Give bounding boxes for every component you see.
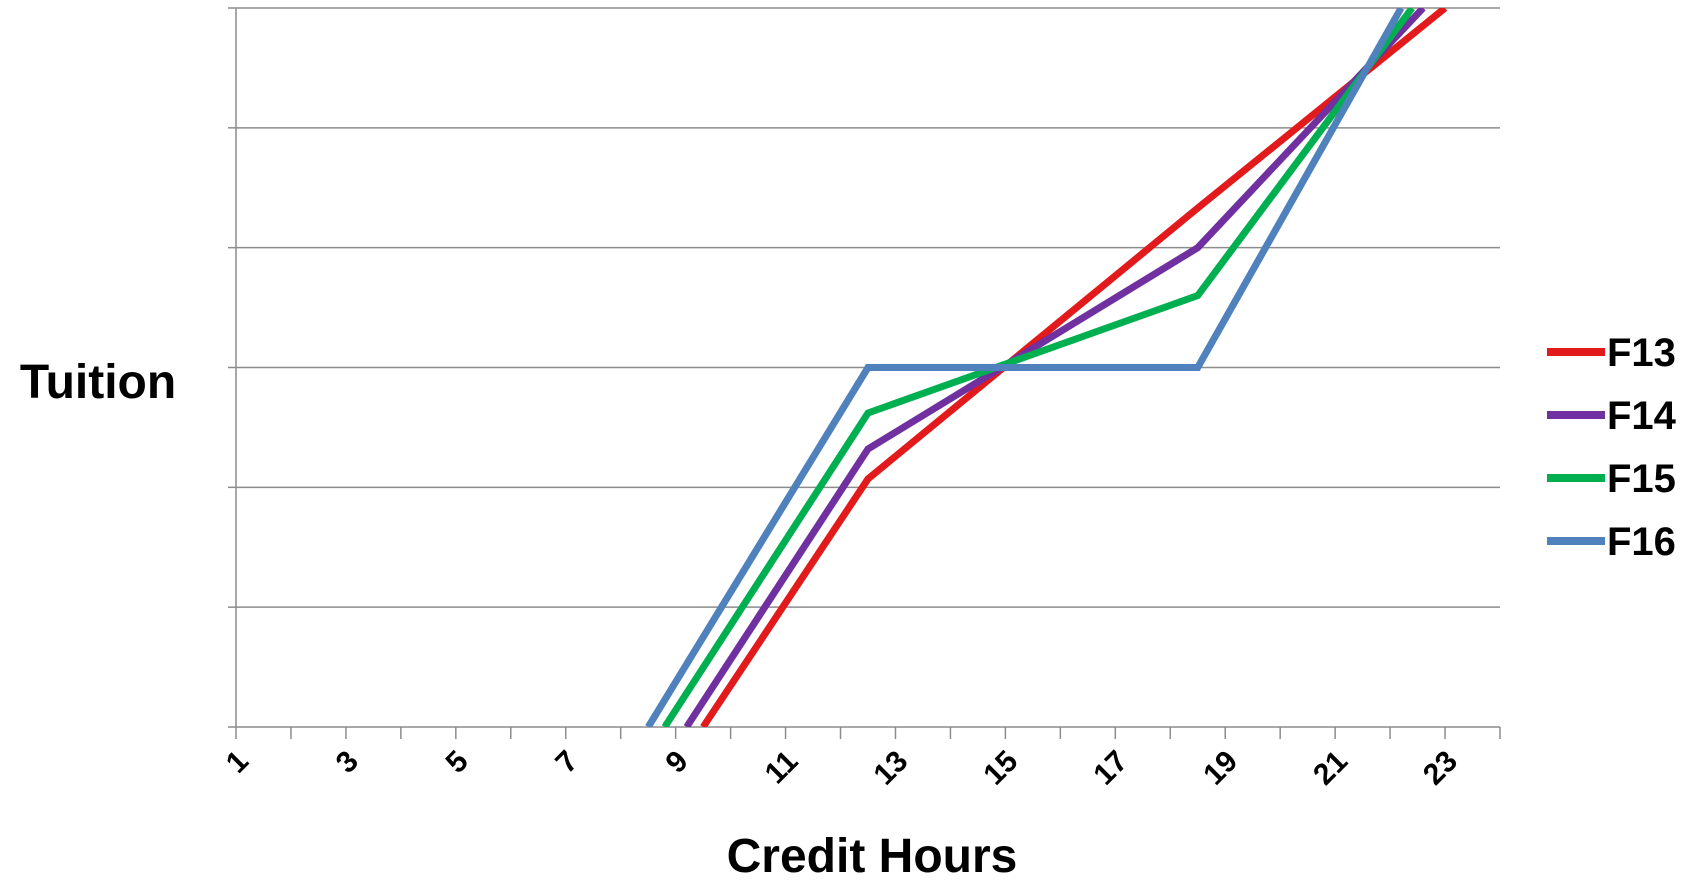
legend-label-f16: F16 [1607,520,1676,564]
series-line-f16 [645,8,1405,727]
x-tick-label: 3 [330,745,365,780]
x-tick-label: 5 [440,745,475,780]
x-tick-label: 13 [867,745,914,792]
legend-label-f15: F15 [1607,457,1676,501]
x-tick-label: 11 [759,745,805,791]
series-line-f13 [700,8,1448,727]
x-tick-label: 7 [550,745,585,780]
series-line-f14 [683,8,1426,727]
y-axis-title: Tuition [20,356,176,409]
x-tick-label: 21 [1307,745,1354,792]
series-line-f15 [661,8,1415,727]
x-tick-label: 23 [1417,745,1464,792]
x-axis-title: Credit Hours [727,830,1018,882]
x-tick-label: 19 [1197,745,1244,792]
axes [228,7,1500,728]
gridlines [236,7,1500,608]
legend-label-f14: F14 [1607,394,1677,438]
x-ticks: 1 3 5 7 9 11 13 15 17 19 21 23 [220,727,1501,792]
x-tick-label: 17 [1087,745,1134,792]
x-tick-label: 1 [220,745,255,780]
legend: F13 F14 F15 F16 [1547,331,1677,564]
legend-label-f13: F13 [1607,331,1676,375]
series-lines [645,8,1448,727]
x-tick-label: 9 [659,745,694,780]
x-tick-label: 15 [977,745,1024,792]
